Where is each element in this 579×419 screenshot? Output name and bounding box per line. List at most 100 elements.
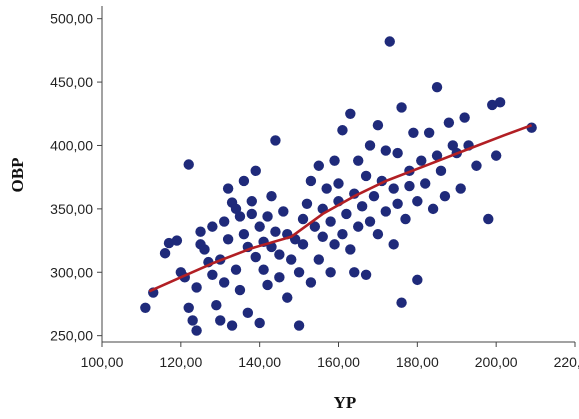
data-point [329, 239, 340, 250]
data-point [337, 125, 348, 136]
data-point [412, 196, 423, 207]
data-point [187, 315, 198, 326]
data-point [353, 221, 364, 232]
data-point [297, 213, 309, 225]
data-point [364, 140, 376, 151]
data-point [262, 211, 273, 222]
x-tick-label: 160,00 [317, 354, 360, 370]
fit-line [148, 123, 533, 293]
data-point [360, 269, 372, 280]
data-point [427, 203, 439, 215]
data-point [183, 302, 194, 313]
data-point [286, 254, 297, 265]
data-point [392, 147, 403, 159]
data-point [274, 249, 285, 260]
data-point [337, 229, 348, 240]
data-point [191, 282, 202, 293]
data-point [313, 160, 324, 171]
data-point [420, 178, 431, 189]
data-point [325, 216, 336, 227]
data-point [140, 302, 151, 313]
data-point [494, 97, 506, 108]
data-point [195, 226, 206, 237]
data-point [293, 320, 305, 331]
x-axis-title: YP [334, 393, 357, 412]
data-point [218, 277, 230, 288]
data-point [309, 221, 321, 232]
data-point [234, 284, 246, 296]
fit-line-layer [148, 123, 533, 293]
data-point [278, 206, 289, 217]
data-point [380, 145, 391, 156]
data-point [356, 201, 368, 212]
data-point [274, 272, 285, 283]
data-point [183, 159, 194, 170]
data-point [246, 208, 257, 220]
y-tick-label: 450,00 [50, 74, 93, 90]
data-point [329, 155, 340, 166]
data-point [404, 180, 415, 192]
data-point [341, 208, 352, 220]
x-tick-label: 220,00 [554, 354, 579, 370]
data-point [270, 135, 281, 146]
data-point [305, 175, 317, 187]
tick-labels: 250,00 300,00 350,00 400,00 450,00 500,00 100,… [50, 11, 579, 370]
data-point [191, 325, 202, 336]
data-point [392, 198, 403, 209]
data-point [412, 274, 423, 286]
data-point [443, 117, 455, 128]
axes [97, 6, 576, 347]
data-point [215, 315, 226, 326]
data-point [483, 213, 494, 225]
data-point [368, 190, 380, 202]
data-point [408, 127, 419, 138]
data-point [396, 102, 407, 113]
data-point [246, 196, 257, 207]
data-point [400, 213, 411, 225]
data-point [431, 150, 443, 161]
data-point [262, 279, 273, 291]
x-tick-label: 120,00 [159, 354, 202, 370]
data-point [222, 183, 234, 194]
data-point [250, 251, 261, 263]
data-points [140, 36, 537, 336]
y-tick-label: 300,00 [50, 264, 93, 280]
data-point [349, 267, 360, 278]
data-point [230, 264, 242, 275]
y-tick-label: 500,00 [50, 11, 93, 27]
data-point [226, 320, 238, 331]
data-point [384, 36, 395, 47]
data-point [199, 244, 210, 255]
data-point [455, 183, 466, 194]
y-tick-label: 250,00 [50, 328, 93, 344]
data-point [372, 119, 384, 131]
data-point [258, 264, 269, 275]
x-tick-label: 180,00 [396, 354, 439, 370]
y-axis-title: OBP [8, 158, 27, 193]
data-point [490, 150, 502, 161]
data-point [222, 234, 234, 245]
data-point [416, 155, 427, 166]
data-point [333, 178, 344, 189]
data-point [353, 155, 364, 166]
data-point [297, 239, 309, 250]
data-point [471, 160, 482, 171]
data-point [305, 277, 317, 288]
data-point [163, 237, 175, 249]
data-point [254, 317, 265, 329]
y-tick-label: 400,00 [50, 137, 93, 153]
data-point [282, 292, 293, 303]
data-point [159, 248, 171, 259]
data-point [388, 239, 399, 250]
data-point [423, 127, 435, 138]
data-point [238, 175, 250, 187]
x-tick-label: 140,00 [238, 354, 281, 370]
data-point [431, 81, 443, 93]
y-tick-label: 350,00 [50, 201, 93, 217]
data-point [317, 231, 328, 242]
data-point [171, 235, 183, 246]
data-point [270, 226, 281, 237]
data-point [439, 190, 451, 202]
data-point [234, 211, 246, 222]
